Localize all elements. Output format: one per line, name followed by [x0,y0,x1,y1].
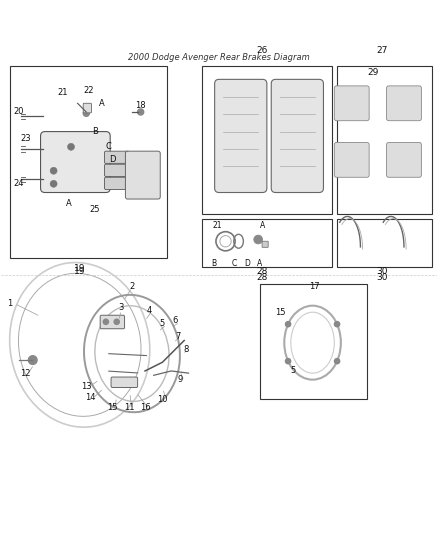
Bar [260,284,367,399]
Text: 28: 28 [257,267,268,276]
Text: 14: 14 [85,393,96,401]
Text: 28: 28 [257,273,268,282]
Circle shape [254,235,262,244]
Circle shape [114,319,119,325]
Text: 25: 25 [90,205,100,214]
Text: D: D [244,259,250,268]
Circle shape [28,356,37,365]
FancyBboxPatch shape [387,86,421,120]
Text: B: B [211,259,216,268]
Text: 10: 10 [157,395,168,403]
Text: 26: 26 [257,46,268,55]
Circle shape [67,143,74,150]
Text: 5: 5 [290,367,296,375]
Text: A: A [66,199,72,208]
Text: C: C [105,142,111,151]
Circle shape [50,167,57,174]
FancyBboxPatch shape [111,377,138,387]
Text: 21: 21 [57,88,67,97]
Bar [201,219,332,266]
Circle shape [103,319,109,325]
Text: 1: 1 [7,299,13,308]
Circle shape [335,321,340,327]
Text: 8: 8 [184,345,189,354]
Bar [336,219,432,266]
Text: C: C [232,259,237,268]
Text: B: B [92,127,98,136]
Text: 23: 23 [20,134,31,143]
Circle shape [286,321,291,327]
Text: 7: 7 [175,332,180,341]
Text: 6: 6 [173,317,178,326]
Text: 27: 27 [377,46,388,55]
FancyBboxPatch shape [334,142,369,177]
Bar [201,66,332,214]
Text: 12: 12 [20,369,31,377]
Circle shape [335,359,340,364]
Circle shape [286,359,291,364]
Circle shape [50,180,57,187]
FancyBboxPatch shape [41,132,110,192]
FancyBboxPatch shape [387,142,421,177]
Text: 21: 21 [212,221,222,230]
FancyBboxPatch shape [105,151,129,163]
FancyBboxPatch shape [105,164,129,176]
Text: 30: 30 [376,267,388,276]
Circle shape [138,109,144,115]
Text: 2000 Dodge Avenger Rear Brakes Diagram: 2000 Dodge Avenger Rear Brakes Diagram [128,53,310,62]
Text: 15: 15 [107,403,118,413]
FancyBboxPatch shape [262,241,268,247]
Text: 30: 30 [376,273,388,282]
Text: 19: 19 [74,267,85,276]
Text: A: A [260,221,265,230]
FancyBboxPatch shape [334,86,369,120]
FancyBboxPatch shape [215,79,267,192]
Text: 16: 16 [140,403,150,413]
Text: 22: 22 [83,86,94,95]
Text: 9: 9 [177,375,183,384]
Bar [10,66,167,258]
Text: 13: 13 [81,382,92,391]
FancyBboxPatch shape [271,79,323,192]
Text: 24: 24 [14,179,24,188]
Bar [336,66,432,214]
Text: 29: 29 [368,68,379,77]
FancyBboxPatch shape [125,151,160,199]
Text: D: D [109,156,116,164]
Text: 15: 15 [275,308,285,317]
Text: 4: 4 [147,305,152,314]
Text: 2: 2 [129,281,134,290]
Text: 11: 11 [124,403,135,413]
Text: 3: 3 [118,303,124,312]
Text: 17: 17 [309,281,320,290]
FancyBboxPatch shape [105,177,129,189]
Text: A: A [257,259,262,268]
FancyBboxPatch shape [83,103,92,113]
Circle shape [83,110,89,116]
Text: 5: 5 [160,319,165,328]
Text: 20: 20 [14,108,24,117]
Text: 18: 18 [135,101,146,110]
Text: 19: 19 [74,264,85,273]
Text: A: A [99,99,104,108]
FancyBboxPatch shape [100,315,124,329]
